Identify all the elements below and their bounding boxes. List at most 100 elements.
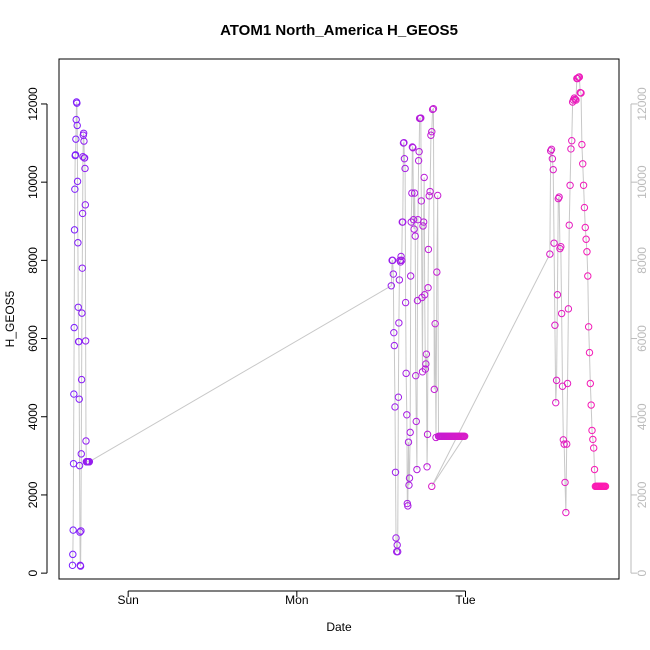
- series-points: [68, 73, 610, 570]
- data-point: [421, 365, 430, 373]
- data-point: [74, 239, 82, 247]
- data-point: [560, 440, 568, 448]
- data-point: [72, 135, 80, 143]
- data-point: [404, 438, 413, 446]
- data-point: [396, 258, 405, 266]
- data-point: [401, 298, 410, 307]
- data-point: [77, 527, 85, 535]
- data-point: [588, 426, 596, 435]
- data-point: [405, 474, 414, 482]
- plot-frame: [58, 58, 620, 580]
- data-point: [73, 121, 81, 130]
- data-point: [415, 147, 423, 156]
- data-point: [80, 137, 88, 145]
- y-tick-label-right: 8000: [635, 247, 649, 274]
- x-axis-label: Date: [326, 620, 352, 634]
- data-point: [417, 197, 426, 205]
- data-point: [404, 502, 412, 510]
- x-tick-label: Sun: [117, 593, 138, 607]
- data-point: [387, 282, 395, 290]
- data-point: [397, 252, 405, 261]
- data-point: [389, 270, 398, 278]
- data-point: [412, 371, 420, 380]
- data-point: [70, 226, 79, 234]
- data-point: [557, 242, 565, 251]
- data-point: [82, 437, 90, 445]
- data-point: [78, 264, 86, 272]
- data-point: [563, 440, 571, 448]
- data-point: [578, 140, 586, 149]
- data-point: [552, 398, 560, 407]
- x-tick-label: Tue: [455, 593, 476, 607]
- data-point: [419, 222, 427, 230]
- data-point: [414, 156, 423, 165]
- data-point: [551, 321, 559, 329]
- data-point: [392, 534, 400, 542]
- data-point: [69, 526, 77, 534]
- y-tick-label-right: 4000: [635, 403, 649, 430]
- data-point: [388, 256, 397, 265]
- data-point: [550, 239, 558, 247]
- data-point: [586, 379, 595, 388]
- y-axis-left: 0 2000 4000 6000 8000 10000 12000: [26, 87, 48, 576]
- data-point: [390, 328, 398, 337]
- data-point: [577, 89, 585, 97]
- data-point: [425, 192, 433, 200]
- data-point: [413, 465, 421, 474]
- data-point: [81, 201, 90, 209]
- data-point: [581, 223, 589, 232]
- data-point: [426, 187, 434, 196]
- data-point: [406, 272, 415, 280]
- data-point: [74, 303, 82, 311]
- data-point: [402, 369, 410, 378]
- y-axis-right: 0 2000 4000 6000 8000 10000 12000: [630, 87, 649, 576]
- data-point: [433, 268, 441, 276]
- data-point: [554, 194, 562, 203]
- data-point: [77, 450, 85, 458]
- y-tick-label-right: 6000: [635, 325, 649, 352]
- data-point: [572, 96, 580, 104]
- x-axis: Sun Mon Tue: [117, 590, 476, 607]
- data-point: [589, 444, 598, 452]
- data-point: [547, 145, 556, 154]
- data-point: [410, 189, 419, 197]
- data-point: [410, 225, 418, 233]
- y-tick-label-right: 12000: [635, 87, 649, 121]
- y-axis-label: H_GEOS5: [3, 290, 17, 347]
- data-point: [403, 411, 411, 419]
- data-point: [546, 250, 554, 258]
- data-point: [73, 99, 81, 107]
- data-point: [584, 272, 592, 280]
- data-point: [69, 550, 77, 559]
- data-point: [78, 309, 86, 317]
- data-point: [77, 375, 86, 384]
- data-point: [570, 94, 579, 102]
- data-point: [71, 185, 79, 193]
- data-point: [80, 154, 89, 162]
- y-tick-label-right: 0: [635, 569, 649, 576]
- data-point: [405, 481, 413, 489]
- data-point: [557, 309, 566, 318]
- data-point: [412, 417, 420, 426]
- data-point: [70, 390, 78, 398]
- data-point: [575, 73, 584, 81]
- data-point: [75, 395, 83, 403]
- data-point: [580, 203, 589, 212]
- y-tick-label-left: 8000: [26, 247, 40, 274]
- data-point: [552, 376, 561, 385]
- data-point: [579, 181, 588, 189]
- y-tick-label-left: 6000: [26, 325, 40, 352]
- data-point: [460, 432, 469, 440]
- data-point: [411, 232, 419, 240]
- series-lines: [71, 76, 606, 567]
- data-point: [423, 430, 432, 439]
- data-point: [423, 463, 431, 471]
- data-point: [582, 235, 590, 243]
- data-point: [601, 482, 610, 491]
- data-point: [584, 323, 593, 331]
- data-point: [395, 276, 404, 284]
- data-point: [546, 147, 555, 155]
- data-point: [400, 154, 409, 163]
- data-point: [430, 385, 439, 394]
- data-point: [76, 562, 85, 570]
